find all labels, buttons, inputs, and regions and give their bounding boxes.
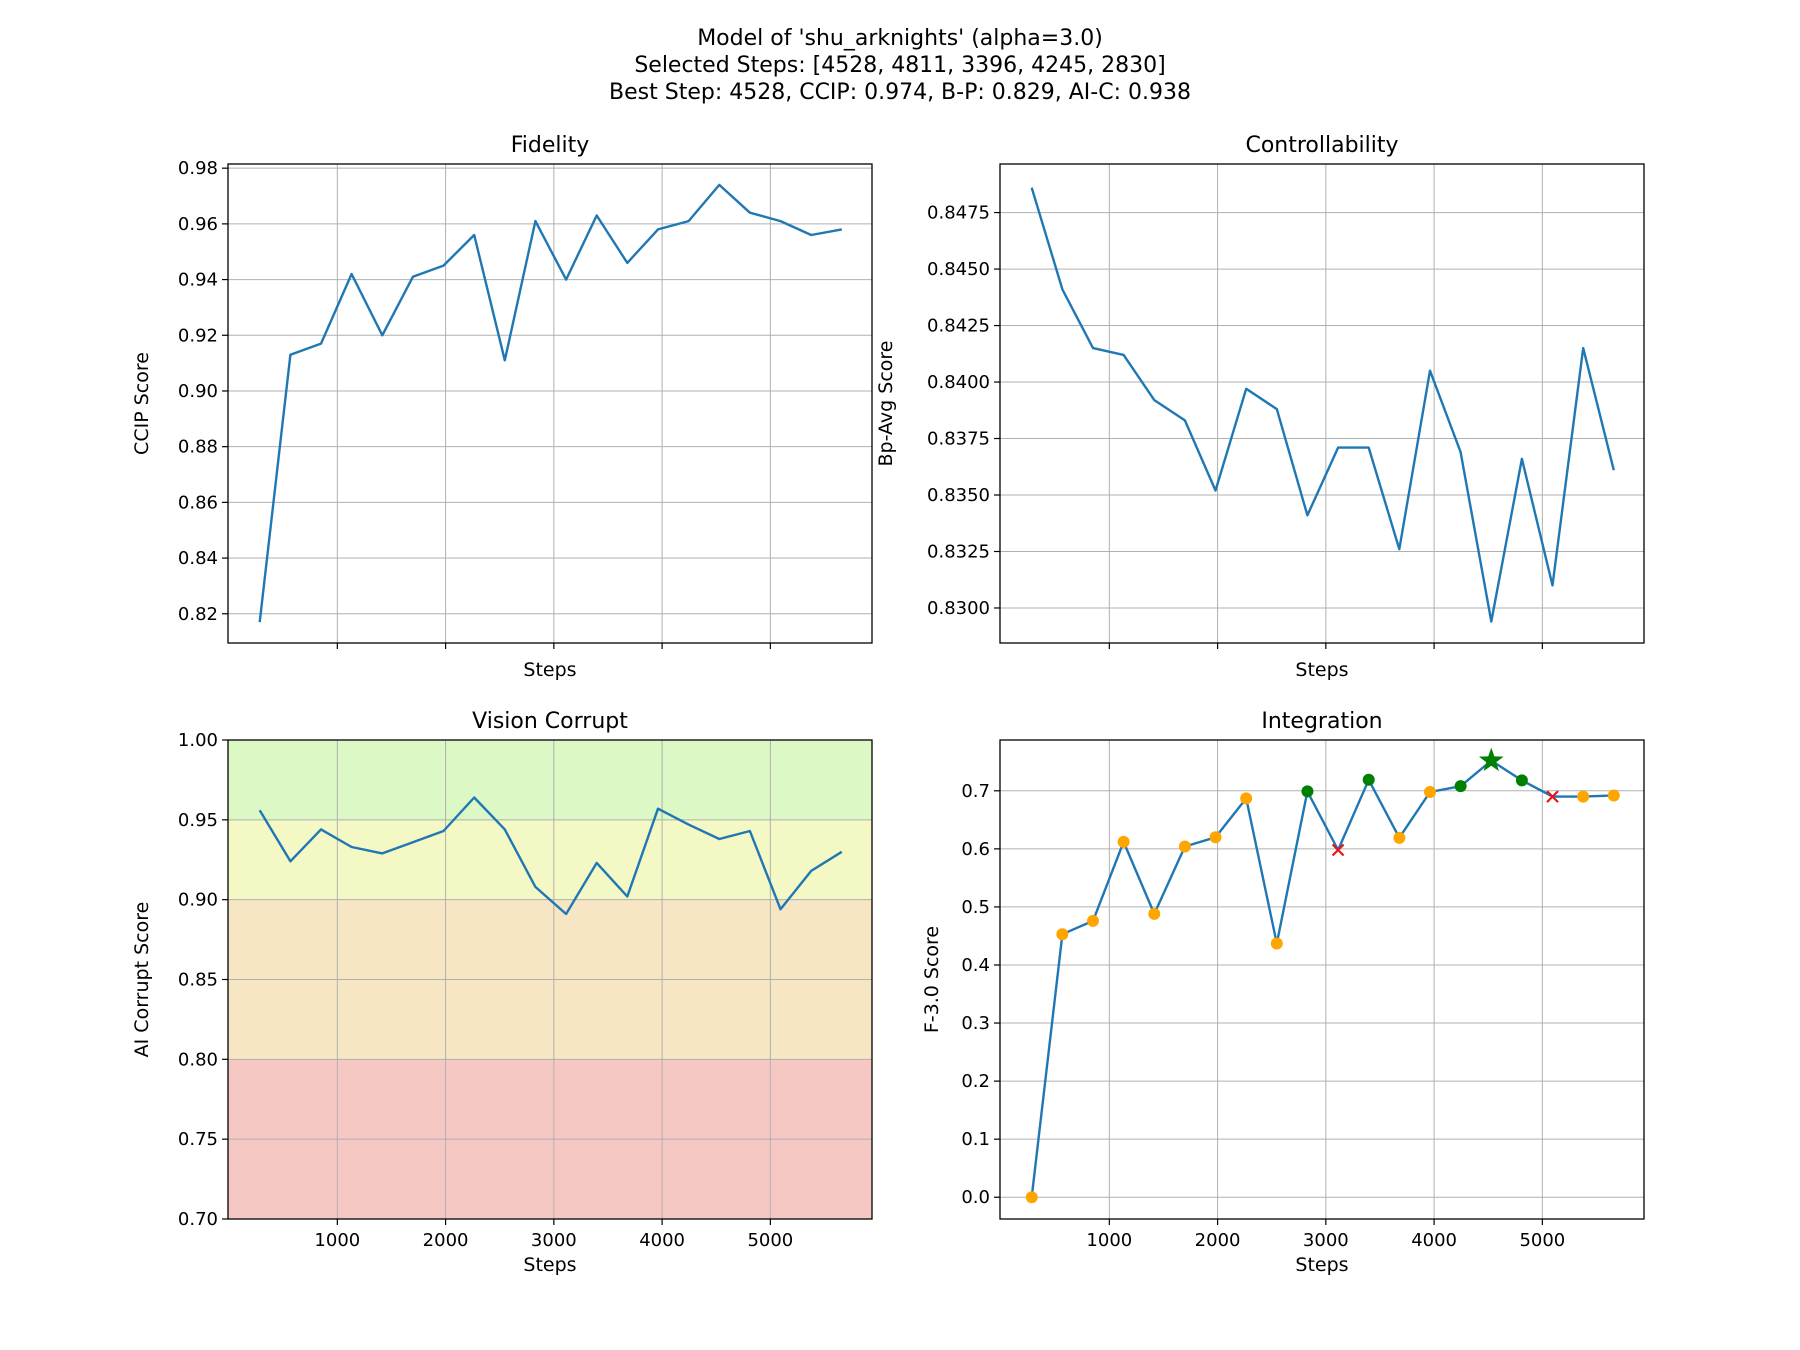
data-point	[1607, 789, 1620, 802]
data-point	[1178, 840, 1191, 853]
y-tick-label-0-8400: 0.8400	[927, 372, 990, 393]
vision-corrupt-panel: 1000 2000 3000 4000 5000 0.70 0.75 0.80 0.85 0.90…	[131, 709, 873, 1276]
x-tick-label-3000: 3000	[531, 1230, 577, 1251]
excluded-point	[1331, 843, 1345, 857]
y-tick-label-0-70: 0.70	[178, 1209, 218, 1230]
y-tick-label-0-5: 0.5	[961, 897, 990, 918]
band-1	[228, 819, 872, 900]
y-tick-label-0-84: 0.84	[178, 548, 218, 569]
selected-point	[1454, 780, 1467, 793]
data-point	[1086, 914, 1099, 927]
x-tick-label-2000: 2000	[1195, 1230, 1241, 1251]
selected-point	[1301, 785, 1314, 798]
data-point	[1056, 928, 1069, 941]
x-tick-label-3000: 3000	[1303, 1230, 1349, 1251]
figure-title-line-2: Selected Steps: [4528, 4811, 3396, 4245,…	[634, 53, 1165, 78]
integration-x-axis-label: Steps	[1295, 1254, 1348, 1276]
x-tick-label-2000: 2000	[423, 1230, 469, 1251]
fidelity-title: Fidelity	[511, 133, 590, 158]
y-tick-label-0-3: 0.3	[961, 1013, 990, 1034]
y-tick-label-0-2: 0.2	[961, 1071, 990, 1092]
y-tick-label-0-4: 0.4	[961, 955, 990, 976]
y-tick-label-0-75: 0.75	[178, 1129, 218, 1150]
data-point	[1117, 835, 1130, 848]
integration-series-line	[1030, 759, 1614, 1198]
x-tick-label-1000: 1000	[314, 1230, 360, 1251]
controllability-series-line	[1030, 187, 1615, 623]
controllability-title: Controllability	[1245, 133, 1398, 158]
x-tick-label-4000: 4000	[1411, 1230, 1457, 1251]
y-tick-label-0-95: 0.95	[178, 810, 218, 831]
integration-title: Integration	[1261, 709, 1382, 734]
y-tick-label-0-92: 0.92	[178, 325, 218, 346]
best-point-star	[1478, 747, 1504, 772]
vision-corrupt-title: Vision Corrupt	[472, 709, 628, 734]
fidelity-series-line	[258, 183, 843, 623]
y-tick-label-0-82: 0.82	[178, 604, 218, 625]
y-tick-label-0-8450: 0.8450	[927, 259, 990, 280]
y-tick-label-1-00: 1.00	[178, 730, 218, 751]
fidelity-x-axis-label: Steps	[523, 659, 576, 681]
x-tick-label-5000: 5000	[747, 1230, 793, 1251]
vision-corrupt-series-line	[258, 796, 843, 916]
data-point	[1270, 937, 1283, 950]
y-tick-label-0-98: 0.98	[178, 158, 218, 179]
y-tick-label-0-88: 0.88	[178, 437, 218, 458]
data-point	[1577, 790, 1590, 803]
controllability-panel: 0.8300 0.8325 0.8350 0.8375 0.8400 0.8425 0.84…	[875, 133, 1645, 681]
fidelity-panel: 0.82 0.84 0.86 0.88 0.90 0.92 0.94 0.96 0.98 Fide…	[131, 133, 873, 681]
y-tick-label-0-0: 0.0	[961, 1187, 990, 1208]
y-tick-label-0-8300: 0.8300	[927, 598, 990, 619]
controllability-axes-frame	[999, 163, 1645, 644]
selected-point	[1515, 774, 1528, 787]
vision-corrupt-x-axis-label: Steps	[523, 1254, 576, 1276]
fidelity-y-axis-label: CCIP Score	[131, 352, 153, 455]
y-tick-label-0-8425: 0.8425	[927, 316, 990, 337]
x-tick-label-4000: 4000	[639, 1230, 685, 1251]
excluded-point	[1546, 790, 1559, 803]
y-tick-label-0-7: 0.7	[961, 781, 990, 802]
data-point	[1393, 831, 1406, 844]
vision-corrupt-y-axis-label: AI Corrupt Score	[131, 902, 153, 1058]
y-tick-label-0-8325: 0.8325	[927, 541, 990, 562]
x-tick-label-1000: 1000	[1086, 1230, 1132, 1251]
integration-y-axis-label: F-3.0 Score	[921, 926, 943, 1033]
y-tick-label-0-90: 0.90	[178, 381, 218, 402]
y-tick-label-0-8475: 0.8475	[927, 203, 990, 224]
y-tick-label-0-8375: 0.8375	[927, 429, 990, 450]
data-point	[1240, 792, 1253, 805]
data-point	[1025, 1191, 1038, 1204]
y-tick-label-0-80: 0.80	[178, 1049, 218, 1070]
figure-title-line-3: Best Step: 4528, CCIP: 0.974, B-P: 0.829…	[609, 80, 1191, 105]
x-tick-label-5000: 5000	[1519, 1230, 1565, 1251]
y-tick-label-0-90: 0.90	[178, 890, 218, 911]
y-tick-label-0-96: 0.96	[178, 214, 218, 235]
integration-axes-frame	[999, 739, 1645, 1220]
selected-point	[1362, 773, 1375, 786]
y-tick-label-0-8350: 0.8350	[927, 485, 990, 506]
fidelity-axes-frame	[227, 163, 873, 644]
data-point	[1148, 907, 1161, 920]
band-0	[228, 740, 872, 820]
data-point	[1209, 831, 1222, 844]
y-tick-label-0-1: 0.1	[961, 1129, 990, 1150]
controllability-x-axis-label: Steps	[1295, 659, 1348, 681]
y-tick-label-0-85: 0.85	[178, 970, 218, 991]
data-point	[1423, 785, 1436, 798]
y-tick-label-0-6: 0.6	[961, 839, 990, 860]
controllability-y-axis-label: Bp-Avg Score	[875, 341, 897, 467]
integration-panel: 1000 2000 3000 4000 5000 0.0 0.1 0.2 0.3 0.4 0.5 0.…	[921, 709, 1645, 1276]
y-tick-label-0-86: 0.86	[178, 492, 218, 513]
y-tick-label-0-94: 0.94	[178, 270, 218, 291]
figure-title-line-1: Model of 'shu_arknights' (alpha=3.0)	[697, 26, 1103, 51]
